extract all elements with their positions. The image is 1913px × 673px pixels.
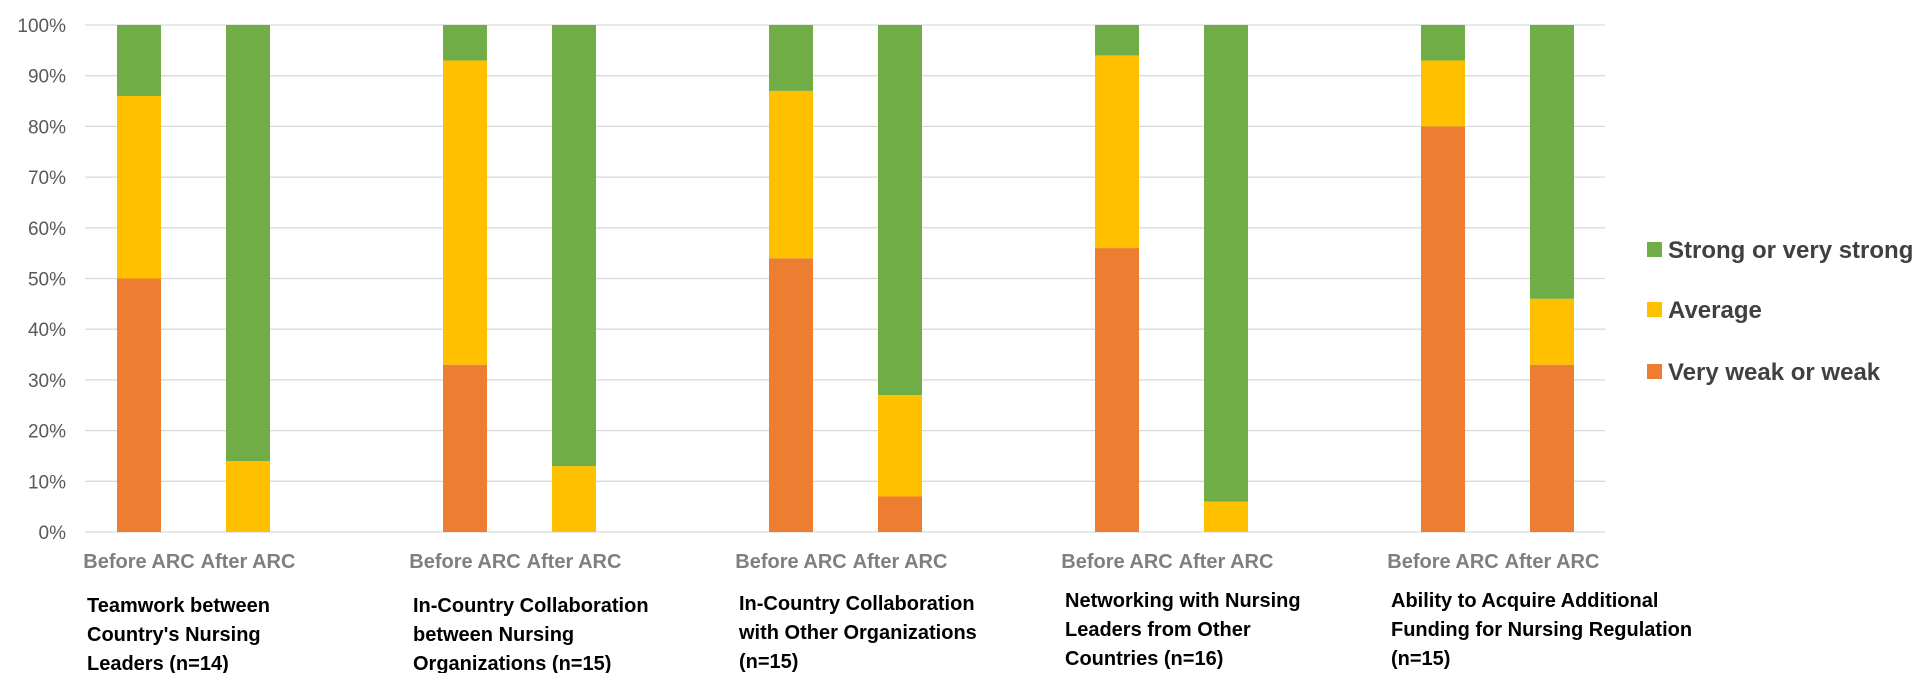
bar-segment-strong-or-very-strong <box>226 25 270 462</box>
bar-segment-very-weak-or-weak <box>1530 364 1574 532</box>
bar-segment-average <box>1421 60 1465 127</box>
bar-label: Before ARC <box>1061 551 1173 573</box>
bar-label: After ARC <box>853 551 948 573</box>
y-tick-label: 90% <box>28 67 66 88</box>
bar-label: After ARC <box>1505 551 1600 573</box>
y-tick-label: 40% <box>28 320 66 341</box>
gridlines <box>85 24 1605 533</box>
bar-segment-strong-or-very-strong <box>1421 25 1465 61</box>
bar-segment-strong-or-very-strong <box>1204 25 1248 502</box>
bar-segment-strong-or-very-strong <box>1095 25 1139 56</box>
group-title-line: (n=15) <box>739 651 798 673</box>
bar-segment-very-weak-or-weak <box>443 364 487 532</box>
group-title-line: Countries (n=16) <box>1065 648 1223 670</box>
group-title-line: between Nursing <box>413 624 574 646</box>
group-title-line: Country's Nursing <box>87 624 261 646</box>
bar-label: Before ARC <box>735 551 847 573</box>
group-title-line: Organizations (n=15) <box>413 653 611 673</box>
bar-label: After ARC <box>527 551 622 573</box>
y-axis-ticks: 0% 10% 20% 30% 40% 50% 60% 70% 80% 90% 100% <box>17 16 66 544</box>
group-title-line: Funding for Nursing Regulation <box>1391 619 1692 641</box>
bar-label: Before ARC <box>83 551 195 573</box>
bars <box>117 25 1574 533</box>
y-tick-label: 80% <box>28 117 66 138</box>
y-tick-label: 100% <box>17 16 66 37</box>
bar-segment-very-weak-or-weak <box>878 496 922 532</box>
bar-segment-average <box>443 60 487 365</box>
group-title-line: (n=15) <box>1391 648 1450 670</box>
group-title-line: Leaders (n=14) <box>87 653 229 673</box>
legend-swatch <box>1647 302 1662 317</box>
bar-segment-average <box>226 461 270 532</box>
group-title-line: Leaders from Other <box>1065 619 1251 641</box>
bar-segment-average <box>1530 298 1574 365</box>
bar-segment-strong-or-very-strong <box>769 25 813 91</box>
bar-segment-strong-or-very-strong <box>443 25 487 61</box>
bar-segment-average <box>1095 55 1139 249</box>
bar-segment-average <box>1204 501 1248 532</box>
y-tick-label: 20% <box>28 422 66 443</box>
group-title-line: Teamwork between <box>87 595 270 617</box>
y-tick-label: 50% <box>28 270 66 291</box>
bar-label: Before ARC <box>1387 551 1499 573</box>
bar-label: Before ARC <box>409 551 521 573</box>
bar-segment-very-weak-or-weak <box>1421 126 1465 533</box>
legend-label: Very weak or weak <box>1668 359 1881 386</box>
legend-label: Strong or very strong <box>1668 237 1913 264</box>
bar-segment-strong-or-very-strong <box>117 25 161 96</box>
bar-segment-average <box>552 466 596 532</box>
legend-swatch <box>1647 242 1662 257</box>
legend-swatch <box>1647 364 1662 379</box>
legend-label: Average <box>1668 297 1762 324</box>
bar-segment-very-weak-or-weak <box>769 258 813 532</box>
legend: Strong or very strong Average Very weak or… <box>1647 237 1913 386</box>
y-tick-label: 30% <box>28 371 66 392</box>
bar-segment-very-weak-or-weak <box>1095 248 1139 532</box>
group-title-line: Networking with Nursing <box>1065 590 1301 612</box>
group-title-line: Ability to Acquire Additional <box>1391 590 1658 612</box>
y-tick-label: 10% <box>28 472 66 493</box>
bar-label: After ARC <box>1179 551 1274 573</box>
bar-segment-strong-or-very-strong <box>552 25 596 467</box>
bar-segment-strong-or-very-strong <box>1530 25 1574 299</box>
group-title-line: In-Country Collaboration <box>413 595 649 617</box>
bar-segment-average <box>878 395 922 497</box>
bar-segment-average <box>117 95 161 279</box>
bar-segment-strong-or-very-strong <box>878 25 922 396</box>
y-tick-label: 0% <box>39 523 67 544</box>
y-tick-label: 60% <box>28 219 66 240</box>
bar-segment-average <box>769 90 813 259</box>
group-title-line: with Other Organizations <box>738 622 977 644</box>
group-title-line: In-Country Collaboration <box>739 593 975 615</box>
y-tick-label: 70% <box>28 168 66 189</box>
bar-label: After ARC <box>201 551 296 573</box>
x-axis-labels: Before ARC After ARC Teamwork between Count… <box>83 551 1692 673</box>
bar-segment-very-weak-or-weak <box>117 278 161 532</box>
